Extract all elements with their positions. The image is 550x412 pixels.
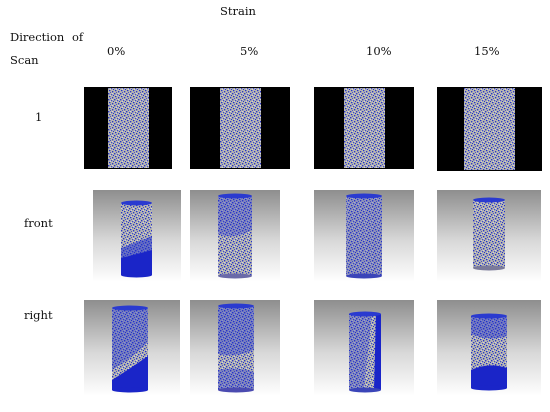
strain-level-1: 5% bbox=[240, 44, 259, 58]
strain-level-2: 10% bbox=[366, 44, 392, 58]
row-label-right: right bbox=[24, 308, 53, 322]
right-view-15 bbox=[437, 300, 541, 396]
scan-slice-0 bbox=[84, 87, 172, 169]
strain-level-0: 0% bbox=[107, 44, 126, 58]
right-view-5 bbox=[190, 300, 280, 396]
scan-slice-10 bbox=[314, 87, 414, 169]
right-view-0 bbox=[84, 300, 180, 396]
front-view-10 bbox=[314, 190, 414, 282]
row-label-front: front bbox=[24, 216, 53, 230]
direction-label-of: of bbox=[72, 30, 84, 44]
strain-level-3: 15% bbox=[474, 44, 500, 58]
right-view-10 bbox=[314, 300, 414, 396]
front-view-15 bbox=[437, 190, 541, 282]
row-label-1: 1 bbox=[35, 110, 43, 124]
scan-slice-15 bbox=[437, 87, 542, 171]
scan-label: Scan bbox=[10, 53, 39, 67]
strain-header: Strain bbox=[220, 4, 256, 18]
direction-label: Direction bbox=[10, 30, 65, 44]
front-view-5 bbox=[190, 190, 280, 282]
scan-slice-5 bbox=[190, 87, 290, 169]
front-view-0 bbox=[93, 190, 181, 282]
